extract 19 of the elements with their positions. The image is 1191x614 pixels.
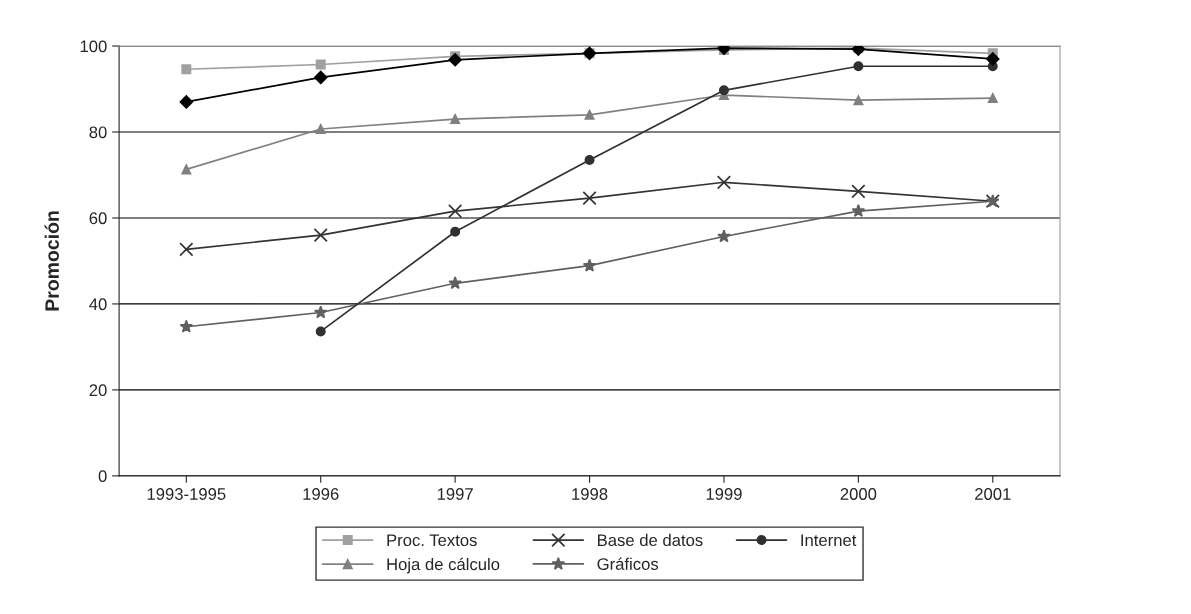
x-tick-label: 1999	[706, 488, 742, 500]
x-tick-label: 1993-1995	[147, 488, 226, 500]
legend-label: Base de datos	[598, 533, 703, 547]
y-tick-label: 60	[89, 212, 107, 225]
y-tick-label: 0	[98, 470, 107, 483]
x-tick-label: 1998	[572, 488, 608, 500]
y-axis-title: Promoción	[44, 211, 59, 311]
y-tick-label: 20	[89, 384, 107, 397]
y-tick-label: 80	[89, 126, 107, 139]
x-tick-label: 1997	[437, 488, 473, 500]
x-tick-label: 1996	[303, 488, 339, 500]
x-tick-label: 2000	[840, 488, 877, 500]
legend-label: Gráficos	[597, 557, 659, 570]
y-tick-label: 100	[80, 40, 107, 53]
legend-label: Proc. Textos	[387, 534, 477, 547]
x-tick-label: 2001	[975, 488, 1011, 500]
legend-label: Internet	[801, 534, 857, 547]
y-tick-label: 40	[89, 298, 107, 311]
legend-label: Hoja de cálculo	[387, 557, 500, 574]
